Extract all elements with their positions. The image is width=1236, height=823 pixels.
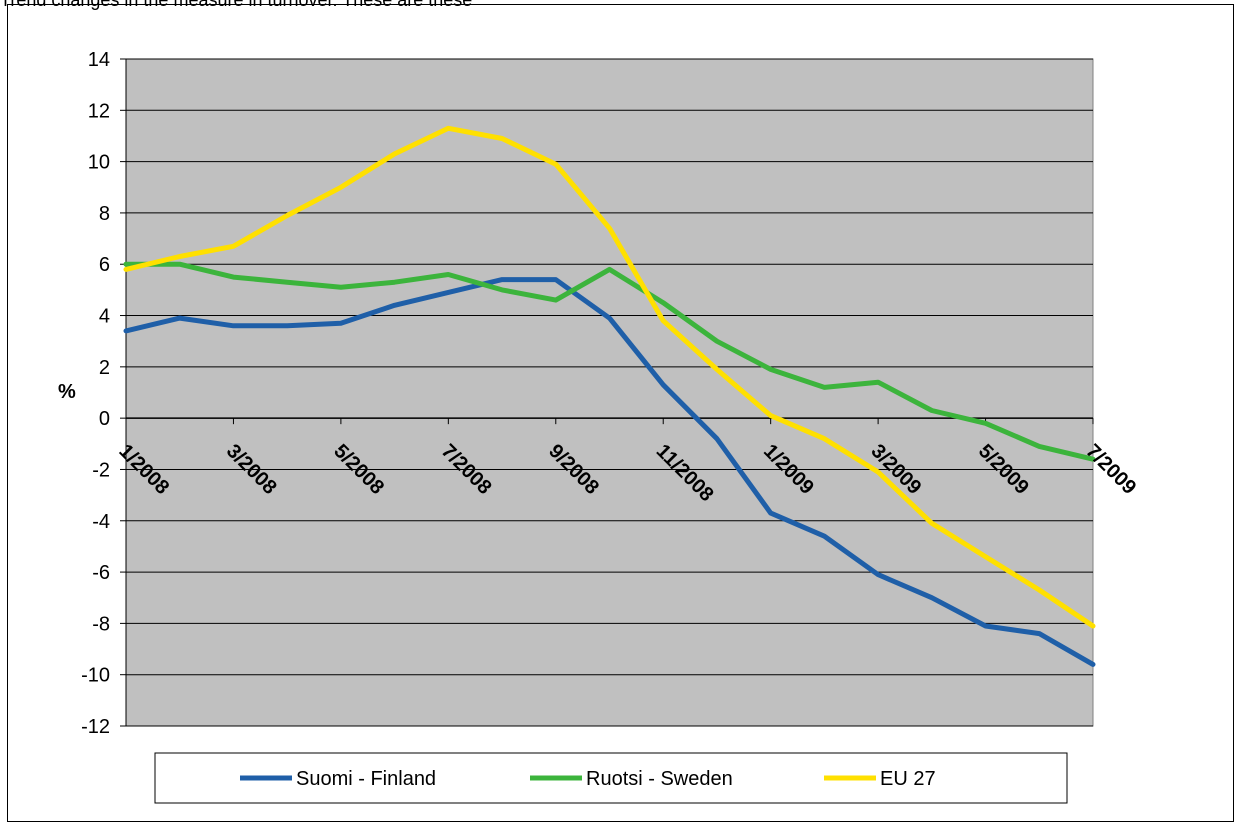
- y-tick-label: 8: [99, 203, 110, 225]
- y-tick-label: 4: [99, 306, 110, 328]
- y-tick-label: 10: [88, 152, 110, 174]
- legend-label: Ruotsi - Sweden: [586, 768, 733, 790]
- y-tick-label: 0: [99, 408, 110, 430]
- y-axis-label: %: [58, 381, 76, 403]
- legend-label: EU 27: [880, 768, 936, 790]
- legend-label: Suomi - Finland: [296, 768, 436, 790]
- y-tick-label: -10: [81, 665, 110, 687]
- legend-box: [154, 752, 1068, 804]
- y-tick-label: -2: [92, 459, 110, 481]
- series-lines: [123, 125, 1096, 667]
- y-tick-label: -12: [81, 716, 110, 738]
- y-tick-label: -4: [92, 511, 110, 533]
- grid-lines: [126, 58, 1093, 727]
- series-line-1: [123, 261, 1096, 462]
- y-tick-label: -8: [92, 613, 110, 635]
- y-tick-label: -6: [92, 562, 110, 584]
- y-tick-label: 12: [88, 100, 110, 122]
- chart-frame: [7, 4, 1234, 822]
- legend: Suomi - Finland Ruotsi - Sweden EU 27: [154, 752, 1068, 804]
- y-tick-label: 6: [99, 254, 110, 276]
- y-tick-label: 2: [99, 357, 110, 379]
- axes: [120, 58, 1094, 727]
- y-tick-label: 14: [88, 49, 110, 71]
- plot-area: [125, 58, 1094, 727]
- series-line-0: [123, 277, 1096, 667]
- series-line-2: [123, 125, 1096, 629]
- y-tick-labels: 14 12 10 8 6 4 2 0 -2 -4 -6 -8 -10 -12: [81, 49, 110, 738]
- cut-header-text: Trend changes in the measure in turnover…: [0, 0, 473, 10]
